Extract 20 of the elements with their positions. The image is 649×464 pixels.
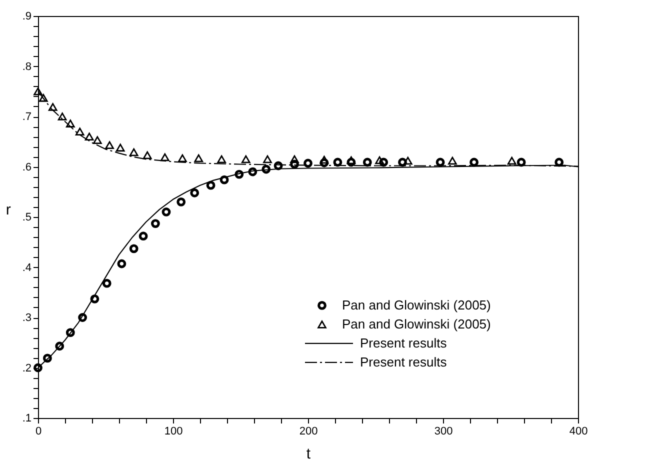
y-tick-label: .5 — [22, 212, 32, 224]
y-tick-label: .8 — [22, 60, 32, 73]
y-tick-label: .7 — [22, 111, 32, 123]
y-tick-label: .2 — [22, 362, 32, 374]
x-tick-label: 200 — [299, 426, 318, 438]
x-axis-title: t — [306, 446, 312, 462]
x-tick-label: 400 — [569, 426, 588, 438]
y-tick-label: .9 — [22, 10, 32, 22]
x-tick-label: 100 — [164, 426, 183, 438]
y-tick-label: .4 — [22, 262, 32, 274]
legend-label: Pan and Glowinski (2005) — [342, 297, 491, 312]
x-tick-label: 300 — [434, 426, 453, 438]
y-tick-label: .6 — [22, 161, 32, 174]
y-tick-label: .1 — [22, 412, 32, 424]
y-tick-label: .3 — [22, 312, 32, 324]
x-tick-label: 0 — [35, 426, 42, 438]
legend-label: Present results — [360, 335, 448, 350]
legend-label: Pan and Glowinski (2005) — [342, 316, 491, 332]
y-axis-title: r — [6, 202, 11, 218]
legend-label: Present results — [360, 354, 448, 370]
